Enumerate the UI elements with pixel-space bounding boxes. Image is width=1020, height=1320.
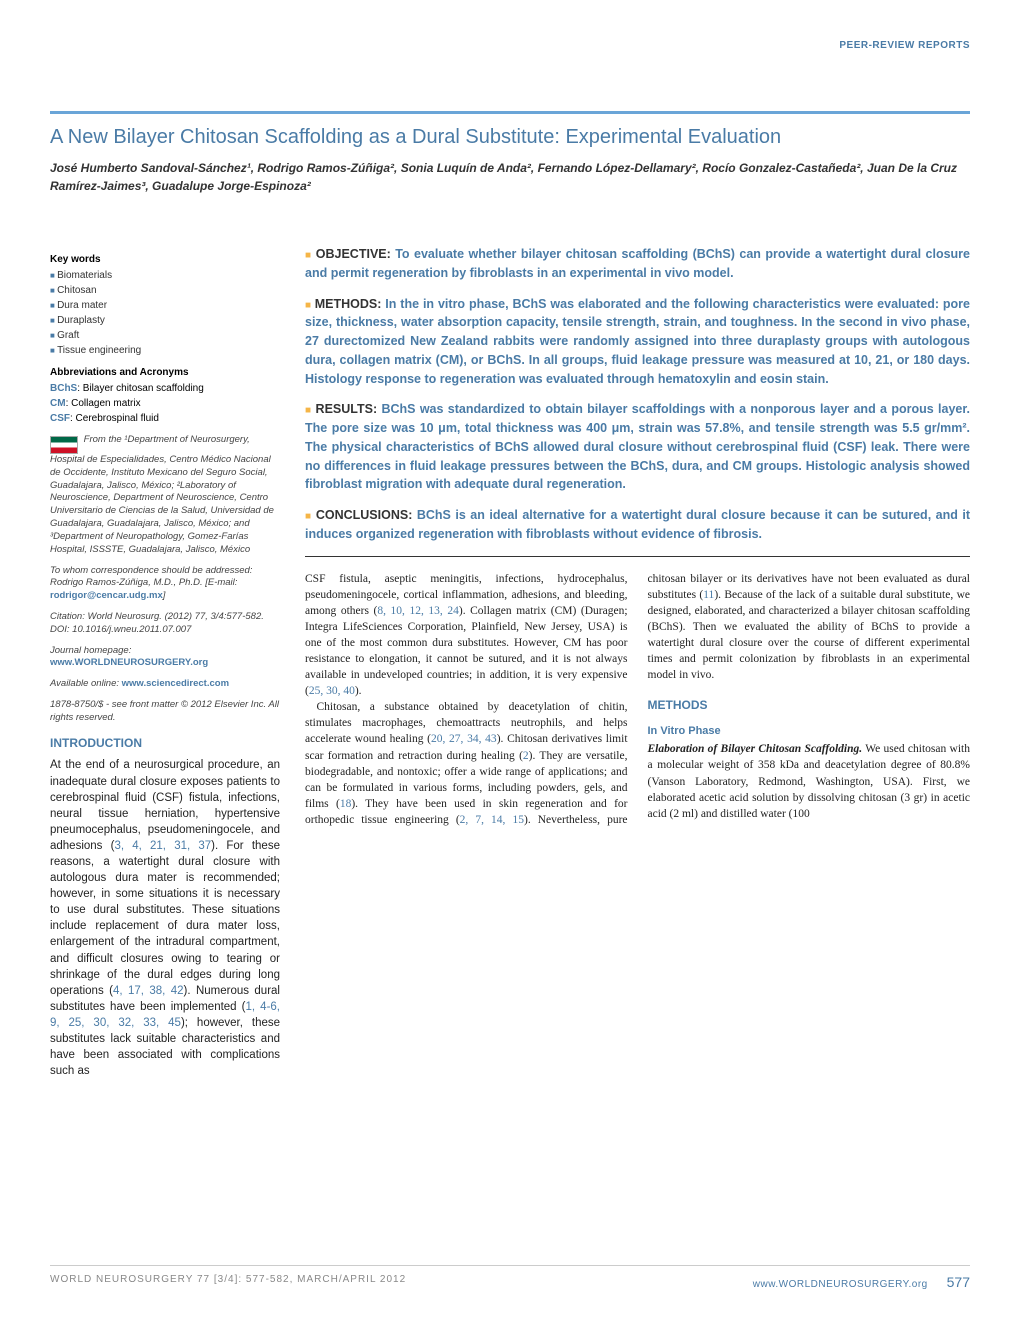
t: At the end of a neurosurgical procedure,…: [50, 759, 280, 851]
square-icon: ■: [305, 250, 316, 261]
separator: [305, 556, 970, 557]
abstract-methods: ■ METHODS: In the in vitro phase, BChS w…: [305, 295, 970, 389]
lead: OBJECTIVE:: [316, 247, 391, 261]
body-p1: CSF fistula, aseptic meningitis, infecti…: [305, 571, 628, 700]
footer-left: WORLD NEUROSURGERY 77 [3/4]: 577-582, MA…: [50, 1274, 406, 1290]
abbr-heading: Abbreviations and Acronyms: [50, 366, 280, 380]
abbr-list: BChS: Bilayer chitosan scaffoldingCM: Co…: [50, 382, 280, 426]
t: ).: [355, 685, 362, 697]
square-icon: ■: [305, 300, 315, 311]
t: ). For these reasons, a watertight dural…: [50, 840, 280, 997]
invitro-heading: In Vitro Phase: [648, 724, 971, 739]
ref-link[interactable]: 2, 7,: [460, 814, 484, 826]
authors: José Humberto Sandoval-Sánchez¹, Rodrigo…: [50, 159, 970, 195]
t: ). Because of the lack of a suitable dur…: [648, 589, 971, 681]
footer-link[interactable]: www.WORLDNEUROSURGERY.org: [753, 1279, 928, 1290]
title-bar: A New Bilayer Chitosan Scaffolding as a …: [50, 111, 970, 195]
methods-heading: METHODS: [648, 697, 971, 714]
text: BChS was standardized to obtain bilayer …: [305, 402, 970, 491]
affiliations: From the ¹Department of Neurosurgery, Ho…: [50, 434, 280, 557]
keyword-item: Tissue engineering: [50, 344, 280, 358]
keyword-item: Graft: [50, 329, 280, 343]
online-link[interactable]: www.sciencedirect.com: [122, 678, 229, 689]
lead: METHODS:: [315, 297, 382, 311]
section-label: PEER-REVIEW REPORTS: [50, 40, 970, 51]
abbr-item: CM: Collagen matrix: [50, 397, 280, 411]
text: In the in vitro phase, BChS was elaborat…: [305, 297, 970, 386]
keyword-item: Duraplasty: [50, 314, 280, 328]
copyright: 1878-8750/$ - see front matter © 2012 El…: [50, 699, 280, 725]
keywords-list: BiomaterialsChitosanDura materDuraplasty…: [50, 269, 280, 358]
abstract-results: ■ RESULTS: BChS was standardized to obta…: [305, 400, 970, 494]
text: To evaluate whether bilayer chitosan sca…: [305, 247, 970, 280]
content-col: ■ OBJECTIVE: To evaluate whether bilayer…: [305, 245, 970, 1079]
main-grid: Key words BiomaterialsChitosanDura mater…: [50, 245, 970, 1079]
keyword-item: Biomaterials: [50, 269, 280, 283]
ref-link[interactable]: 4, 17, 38, 42: [113, 985, 184, 997]
correspondence: To whom correspondence should be address…: [50, 565, 280, 603]
lead: CONCLUSIONS:: [316, 508, 413, 522]
ref-link[interactable]: 3, 4, 21, 31, 37: [114, 840, 211, 852]
homepage-label: Journal homepage:: [50, 645, 131, 656]
intro-col1: At the end of a neurosurgical procedure,…: [50, 757, 280, 1079]
lead: RESULTS:: [316, 402, 378, 416]
abstract-conclusions: ■ CONCLUSIONS: BChS is an ideal alternat…: [305, 506, 970, 544]
body-columns: CSF fistula, aseptic meningitis, infecti…: [305, 571, 970, 829]
footer: WORLD NEUROSURGERY 77 [3/4]: 577-582, MA…: [50, 1265, 970, 1290]
ref-link[interactable]: 11: [703, 589, 714, 601]
runin: Elaboration of Bilayer Chitosan Scaffold…: [648, 743, 863, 755]
ref-link[interactable]: 25, 30, 40: [309, 685, 355, 697]
abbr-item: BChS: Bilayer chitosan scaffolding: [50, 382, 280, 396]
corr-end: ]: [163, 590, 166, 601]
square-icon: ■: [305, 511, 316, 522]
corr-text: To whom correspondence should be address…: [50, 565, 252, 589]
ref-link[interactable]: 14, 15: [491, 814, 524, 826]
keywords-heading: Key words: [50, 253, 280, 267]
citation: Citation: World Neurosurg. (2012) 77, 3/…: [50, 611, 280, 637]
abstract-objective: ■ OBJECTIVE: To evaluate whether bilayer…: [305, 245, 970, 283]
sidebar: Key words BiomaterialsChitosanDura mater…: [50, 245, 280, 1079]
keyword-item: Dura mater: [50, 299, 280, 313]
elab-p: Elaboration of Bilayer Chitosan Scaffold…: [648, 741, 971, 821]
homepage-line: Journal homepage: www.WORLDNEUROSURGERY.…: [50, 645, 280, 671]
affil-text: From the ¹Department of Neurosurgery, Ho…: [50, 434, 274, 555]
page-number: 577: [947, 1274, 970, 1290]
ref-link[interactable]: 18: [340, 798, 352, 810]
square-icon: ■: [305, 405, 316, 416]
online-label: Available online:: [50, 678, 122, 689]
t: ). Collagen matrix (CM) (Duragen; Integr…: [305, 605, 628, 697]
ref-link[interactable]: 8, 10, 12, 13, 24: [377, 605, 459, 617]
homepage-link[interactable]: www.WORLDNEUROSURGERY.org: [50, 657, 208, 668]
intro-heading: INTRODUCTION: [50, 735, 280, 752]
abbr-item: CSF: Cerebrospinal fluid: [50, 412, 280, 426]
keyword-item: Chitosan: [50, 284, 280, 298]
flag-icon: [50, 436, 78, 454]
footer-right: www.WORLDNEUROSURGERY.org 577: [753, 1274, 970, 1290]
corr-email[interactable]: rodrigor@cencar.udg.mx: [50, 590, 163, 601]
online-line: Available online: www.sciencedirect.com: [50, 678, 280, 691]
ref-link[interactable]: 20, 27, 34, 43: [431, 733, 497, 745]
article-title: A New Bilayer Chitosan Scaffolding as a …: [50, 126, 970, 149]
